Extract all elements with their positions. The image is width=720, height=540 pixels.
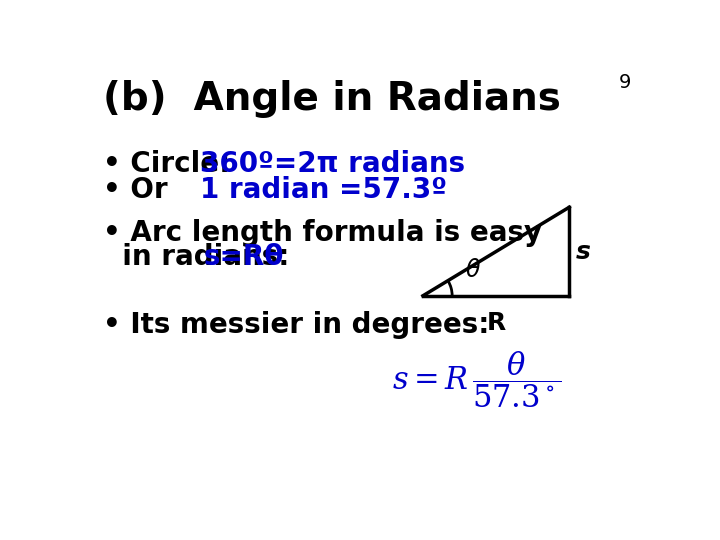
Text: s: s — [575, 240, 590, 264]
Text: • Arc length formula is easy: • Arc length formula is easy — [104, 219, 542, 247]
Text: • Circle:: • Circle: — [104, 150, 250, 178]
Text: (b)  Angle in Radians: (b) Angle in Radians — [104, 80, 561, 118]
Text: s=Rθ: s=Rθ — [204, 244, 284, 272]
Text: 9: 9 — [618, 72, 631, 91]
Text: $s = R\,\dfrac{\theta}{57.3^\circ}$: $s = R\,\dfrac{\theta}{57.3^\circ}$ — [392, 350, 562, 410]
Text: R: R — [487, 311, 505, 335]
Text: • Or: • Or — [104, 177, 168, 205]
Text: $\theta$: $\theta$ — [465, 259, 481, 282]
Text: in radians:: in radians: — [104, 244, 309, 272]
Text: 360º=2π radians: 360º=2π radians — [199, 150, 464, 178]
Text: • Its messier in degrees:: • Its messier in degrees: — [104, 311, 490, 339]
Text: 1 radian =57.3º: 1 radian =57.3º — [199, 177, 446, 205]
